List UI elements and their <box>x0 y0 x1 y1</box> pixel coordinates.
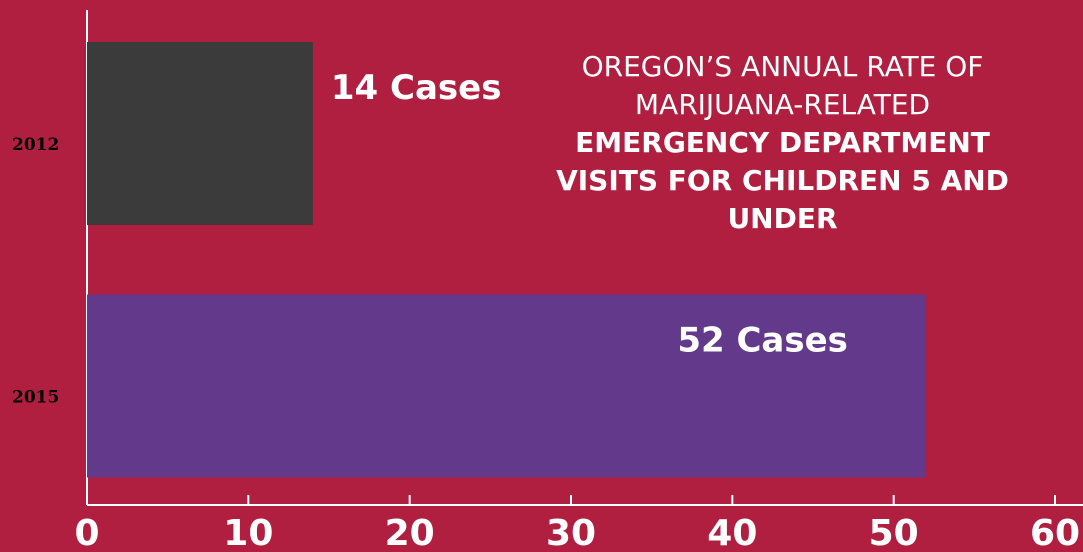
bar <box>87 42 313 225</box>
x-tick-label: 10 <box>223 513 273 552</box>
chart-title: OREGON’S ANNUAL RATE OF MARIJUANA-RELATE… <box>581 50 984 121</box>
x-tick-label: 60 <box>1030 513 1080 552</box>
x-tick-label: 20 <box>385 513 435 552</box>
x-tick-label: 40 <box>707 513 757 552</box>
y-tick-label: 2015 <box>12 388 59 408</box>
x-tick-label: 30 <box>546 513 596 552</box>
x-tick-label: 0 <box>74 513 99 552</box>
value-label: 52 Cases <box>677 321 848 361</box>
value-label: 14 Cases <box>331 68 502 108</box>
title-block: OREGON’S ANNUAL RATE OF MARIJUANA-RELATE… <box>545 48 1020 238</box>
chart-subtitle: EMERGENCY DEPARTMENT VISITS FOR CHILDREN… <box>556 126 1009 235</box>
x-tick-label: 50 <box>869 513 919 552</box>
y-tick-label: 2012 <box>12 135 59 155</box>
bar <box>87 294 926 478</box>
